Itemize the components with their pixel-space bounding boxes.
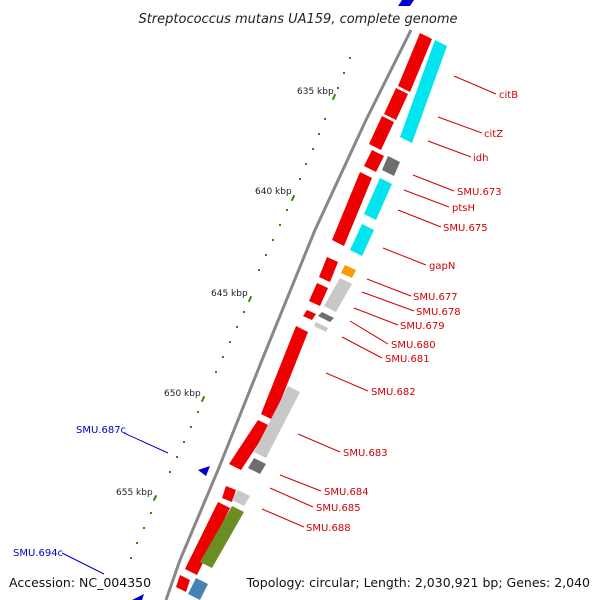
gene-label-SMU-681[interactable]: SMU.681 — [385, 354, 430, 365]
backbone — [164, 29, 413, 600]
accession-text: Accession: NC_004350 — [9, 575, 152, 590]
gene-cyan-3[interactable] — [350, 224, 374, 256]
gene-SMU-689[interactable] — [176, 575, 190, 592]
scale-label: 645 kbp — [211, 289, 248, 299]
gene-gray-4[interactable] — [232, 490, 250, 506]
gene-gray-2[interactable] — [314, 322, 328, 332]
gene-SMU-677[interactable] — [309, 283, 328, 306]
gene-label-SMU-694c[interactable]: SMU.694c — [13, 548, 63, 559]
gene-darkgray-1[interactable] — [382, 156, 400, 176]
gene-label-citB[interactable]: citB — [499, 90, 518, 101]
scale-labels: 635 kbp 640 kbp 645 kbp 650 kbp 655 kbp — [116, 87, 334, 498]
gene-orange[interactable] — [341, 265, 356, 278]
gene-label-SMU-684[interactable]: SMU.684 — [324, 487, 369, 498]
gene-gapN[interactable] — [319, 257, 338, 282]
gene-label-SMU-687c[interactable]: SMU.687c — [76, 425, 126, 436]
scale-label: 650 kbp — [164, 389, 201, 399]
scale-label: 655 kbp — [116, 488, 153, 498]
forward-label-texts: citB citZ idh SMU.673 ptsH SMU.675 gapN … — [306, 90, 518, 534]
gene-SMU-682[interactable] — [261, 326, 308, 420]
forward-labels — [261, 75, 497, 528]
scale-ruler — [130, 57, 351, 559]
gene-cyan-2[interactable] — [364, 178, 392, 220]
gene-label-SMU-682[interactable]: SMU.682 — [371, 387, 416, 398]
gene-citZ[interactable] — [384, 88, 408, 120]
topology-text: Topology: circular; Length: 2,030,921 bp… — [246, 575, 590, 590]
scale-label: 635 kbp — [297, 87, 334, 97]
gene-idh[interactable] — [369, 116, 394, 150]
forward-gene-track — [176, 33, 432, 592]
gene-darkgray-2[interactable] — [318, 312, 334, 322]
gene-olive[interactable] — [200, 506, 244, 568]
scale-label: 640 kbp — [255, 187, 292, 197]
gene-label-SMU-673[interactable]: SMU.673 — [457, 187, 502, 198]
gene-label-gapN[interactable]: gapN — [429, 261, 455, 272]
marker-SMU-687c — [198, 466, 210, 476]
map-title: Streptococcus mutans UA159, complete gen… — [138, 12, 457, 27]
marker-SMU-694c — [132, 594, 144, 600]
gene-label-ptsH[interactable]: ptsH — [452, 203, 475, 214]
reverse-labels — [61, 432, 169, 575]
gene-darkgray-3[interactable] — [248, 458, 266, 474]
gene-label-SMU-675[interactable]: SMU.675 — [443, 223, 488, 234]
gene-SMU-688[interactable] — [185, 502, 230, 575]
gene-label-SMU-688[interactable]: SMU.688 — [306, 523, 351, 534]
gene-label-SMU-677[interactable]: SMU.677 — [413, 292, 458, 303]
backbone-line — [164, 29, 413, 600]
gene-label-idh[interactable]: idh — [473, 153, 488, 164]
gene-label-SMU-679[interactable]: SMU.679 — [400, 321, 445, 332]
gene-SMU-680[interactable] — [303, 310, 316, 320]
gene-gray-1[interactable] — [324, 278, 352, 312]
gene-label-SMU-678[interactable]: SMU.678 — [416, 307, 461, 318]
gene-label-SMU-680[interactable]: SMU.680 — [391, 340, 436, 351]
gene-citB[interactable] — [398, 33, 432, 92]
gene-SMU-673[interactable] — [364, 150, 384, 172]
gene-steelblue[interactable] — [188, 578, 208, 600]
gene-cyan-1[interactable] — [400, 40, 447, 143]
gene-SMU-684[interactable] — [222, 486, 236, 502]
reverse-markers — [132, 466, 210, 600]
gene-gray-3[interactable] — [254, 386, 300, 458]
gene-blue-top[interactable] — [398, 0, 414, 6]
reverse-gene-track — [188, 0, 447, 600]
gene-SMU-675[interactable] — [332, 172, 372, 246]
gene-label-SMU-685[interactable]: SMU.685 — [316, 503, 361, 514]
gene-label-SMU-683[interactable]: SMU.683 — [343, 448, 388, 459]
gene-label-citZ[interactable]: citZ — [484, 129, 503, 140]
gene-SMU-683[interactable] — [229, 420, 270, 470]
